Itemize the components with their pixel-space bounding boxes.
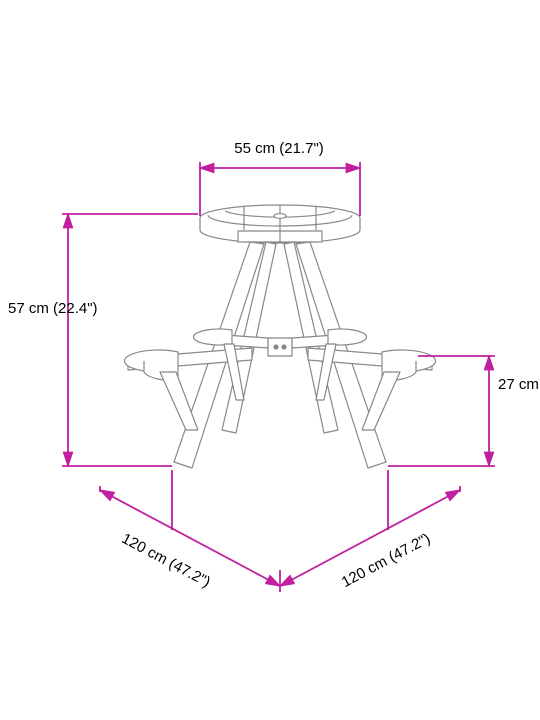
dim-tabletop-width: 55 cm (21.7") — [214, 140, 344, 157]
dim-seat-height-text: 27 cm (10.6") — [498, 376, 540, 393]
dim-overall-height-text: 57 cm (22.4") — [8, 300, 98, 317]
dim-seat-height: 27 cm (10.6") — [498, 376, 540, 395]
dim-overall-height-cm: 57 cm (22.4") — [8, 300, 64, 319]
